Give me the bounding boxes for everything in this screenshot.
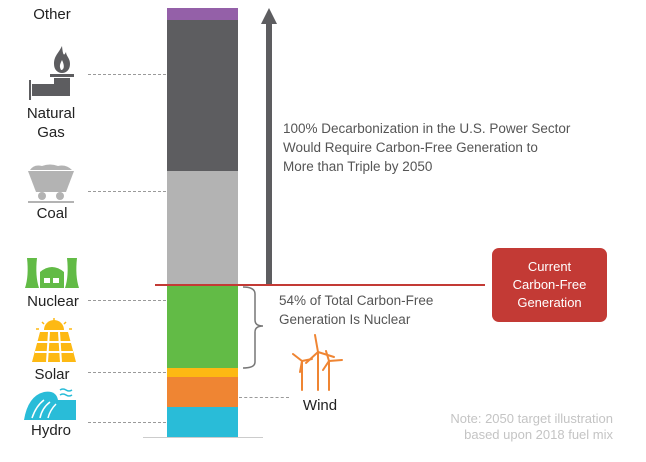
bar-segment-natural-gas <box>167 20 238 172</box>
current-carbon-free-line <box>155 284 485 286</box>
bar-segment-coal <box>167 171 238 286</box>
label-wind: Wind <box>302 397 338 414</box>
annotation-line: More than Triple by 2050 <box>283 159 433 174</box>
arrow-annotation: 100% Decarbonization in the U.S. Power S… <box>283 119 570 176</box>
bar-segment-solar <box>167 367 238 377</box>
label-line: Gas <box>37 124 65 141</box>
nuclear-leader-line <box>88 300 166 301</box>
box-line: Carbon-Free <box>512 277 587 292</box>
solar-panel-icon <box>32 318 76 363</box>
wind-leader-line <box>239 397 289 398</box>
bar-segment-wind <box>167 376 238 407</box>
coal-cart-icon <box>28 164 74 203</box>
bar-segment-hydro <box>167 406 238 437</box>
label-nuclear: Nuclear <box>27 293 79 310</box>
note-line: Note: 2050 target illustration <box>450 411 613 426</box>
solar-leader-line <box>88 372 166 373</box>
triple-arrow <box>266 22 272 284</box>
annotation-line: 54% of Total Carbon-Free <box>279 293 434 308</box>
annotation-line: 100% Decarbonization in the U.S. Power S… <box>283 121 571 136</box>
annotation-line: Generation Is Nuclear <box>279 312 411 327</box>
brace-annotation: 54% of Total Carbon-Free Generation Is N… <box>279 291 433 329</box>
note-line: based upon 2018 fuel mix <box>464 427 613 442</box>
label-coal: Coal <box>36 205 68 222</box>
box-line: Generation <box>517 295 582 310</box>
nuclear-brace <box>243 286 264 369</box>
hydro-dam-icon <box>24 388 76 420</box>
wind-turbine-icon <box>292 334 343 391</box>
gas-leader-line <box>88 74 166 75</box>
label-hydro: Hydro <box>30 422 71 439</box>
current-carbon-free-box: Current Carbon-Free Generation <box>492 248 607 322</box>
annotation-line: Would Require Carbon-Free Generation to <box>283 140 538 155</box>
label-natural-gas: Natural Gas <box>18 104 84 142</box>
footnote: Note: 2050 target illustration based upo… <box>450 411 613 443</box>
bar-segment-other <box>167 8 238 20</box>
bar-segment-nuclear <box>167 285 238 368</box>
arrow-head <box>261 8 277 24</box>
coal-leader-line <box>88 191 166 192</box>
label-line: Natural <box>26 105 76 122</box>
box-line: Current <box>527 259 572 274</box>
baseline <box>143 437 263 438</box>
label-solar: Solar <box>34 366 70 383</box>
nuclear-plant-icon <box>25 258 79 288</box>
natural-gas-icon <box>29 46 74 100</box>
label-other: Other <box>33 6 71 23</box>
hydro-leader-line <box>88 422 166 423</box>
